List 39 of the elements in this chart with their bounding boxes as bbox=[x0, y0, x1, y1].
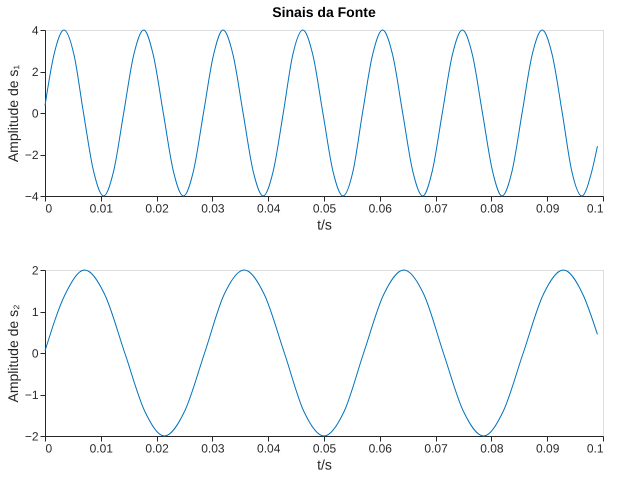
y-tick-label: 0 bbox=[32, 346, 39, 360]
chart-title: Sinais da Fonte bbox=[272, 4, 376, 20]
x-tick-label: 0.1 bbox=[586, 202, 604, 216]
x-tick-label: 0.04 bbox=[257, 202, 281, 216]
x-tick-label: 0.05 bbox=[312, 442, 336, 456]
line-series bbox=[44, 270, 598, 436]
y-tick-label: −2 bbox=[24, 430, 39, 444]
y-tick-label: 2 bbox=[32, 264, 39, 278]
y-tick-label: −2 bbox=[24, 148, 39, 162]
y-axis-title: Amplitude de s₁ bbox=[4, 64, 21, 162]
x-tick-label: 0.09 bbox=[536, 202, 560, 216]
x-tick-label: 0 bbox=[46, 202, 52, 216]
x-tick-label: 0.06 bbox=[368, 202, 392, 216]
y-tick-label: 0 bbox=[32, 106, 39, 120]
y-tick-label: 2 bbox=[32, 65, 39, 79]
y-tick-label: −4 bbox=[24, 190, 39, 204]
x-tick-label: 0.02 bbox=[145, 442, 170, 456]
x-tick-label: 0.08 bbox=[480, 442, 504, 456]
x-tick-label: 0.07 bbox=[424, 202, 448, 216]
x-tick-label: 0.07 bbox=[424, 442, 448, 456]
x-tick-label: 0.02 bbox=[145, 202, 170, 216]
x-tick-label: 0.09 bbox=[536, 442, 560, 456]
x-tick-label: 0.1 bbox=[586, 442, 604, 456]
x-tick-label: 0.03 bbox=[201, 202, 225, 216]
y-tick-label: −1 bbox=[24, 388, 39, 402]
x-tick-label: 0.03 bbox=[201, 442, 225, 456]
x-tick-label: 0.04 bbox=[257, 442, 281, 456]
x-tick-label: 0 bbox=[46, 442, 52, 456]
y-tick-label: 1 bbox=[32, 305, 39, 319]
x-tick-label: 0.01 bbox=[90, 202, 114, 216]
y-tick-label: 4 bbox=[32, 24, 39, 38]
x-tick-label: 0.05 bbox=[312, 202, 336, 216]
x-tick-label: 0.08 bbox=[480, 202, 504, 216]
line-series bbox=[44, 30, 598, 196]
x-axis-title: t/s bbox=[317, 216, 332, 232]
x-tick-label: 0.01 bbox=[90, 442, 114, 456]
x-axis-title: t/s bbox=[317, 456, 332, 472]
y-axis-title: Amplitude de s₂ bbox=[4, 304, 21, 403]
x-tick-label: 0.06 bbox=[368, 442, 392, 456]
